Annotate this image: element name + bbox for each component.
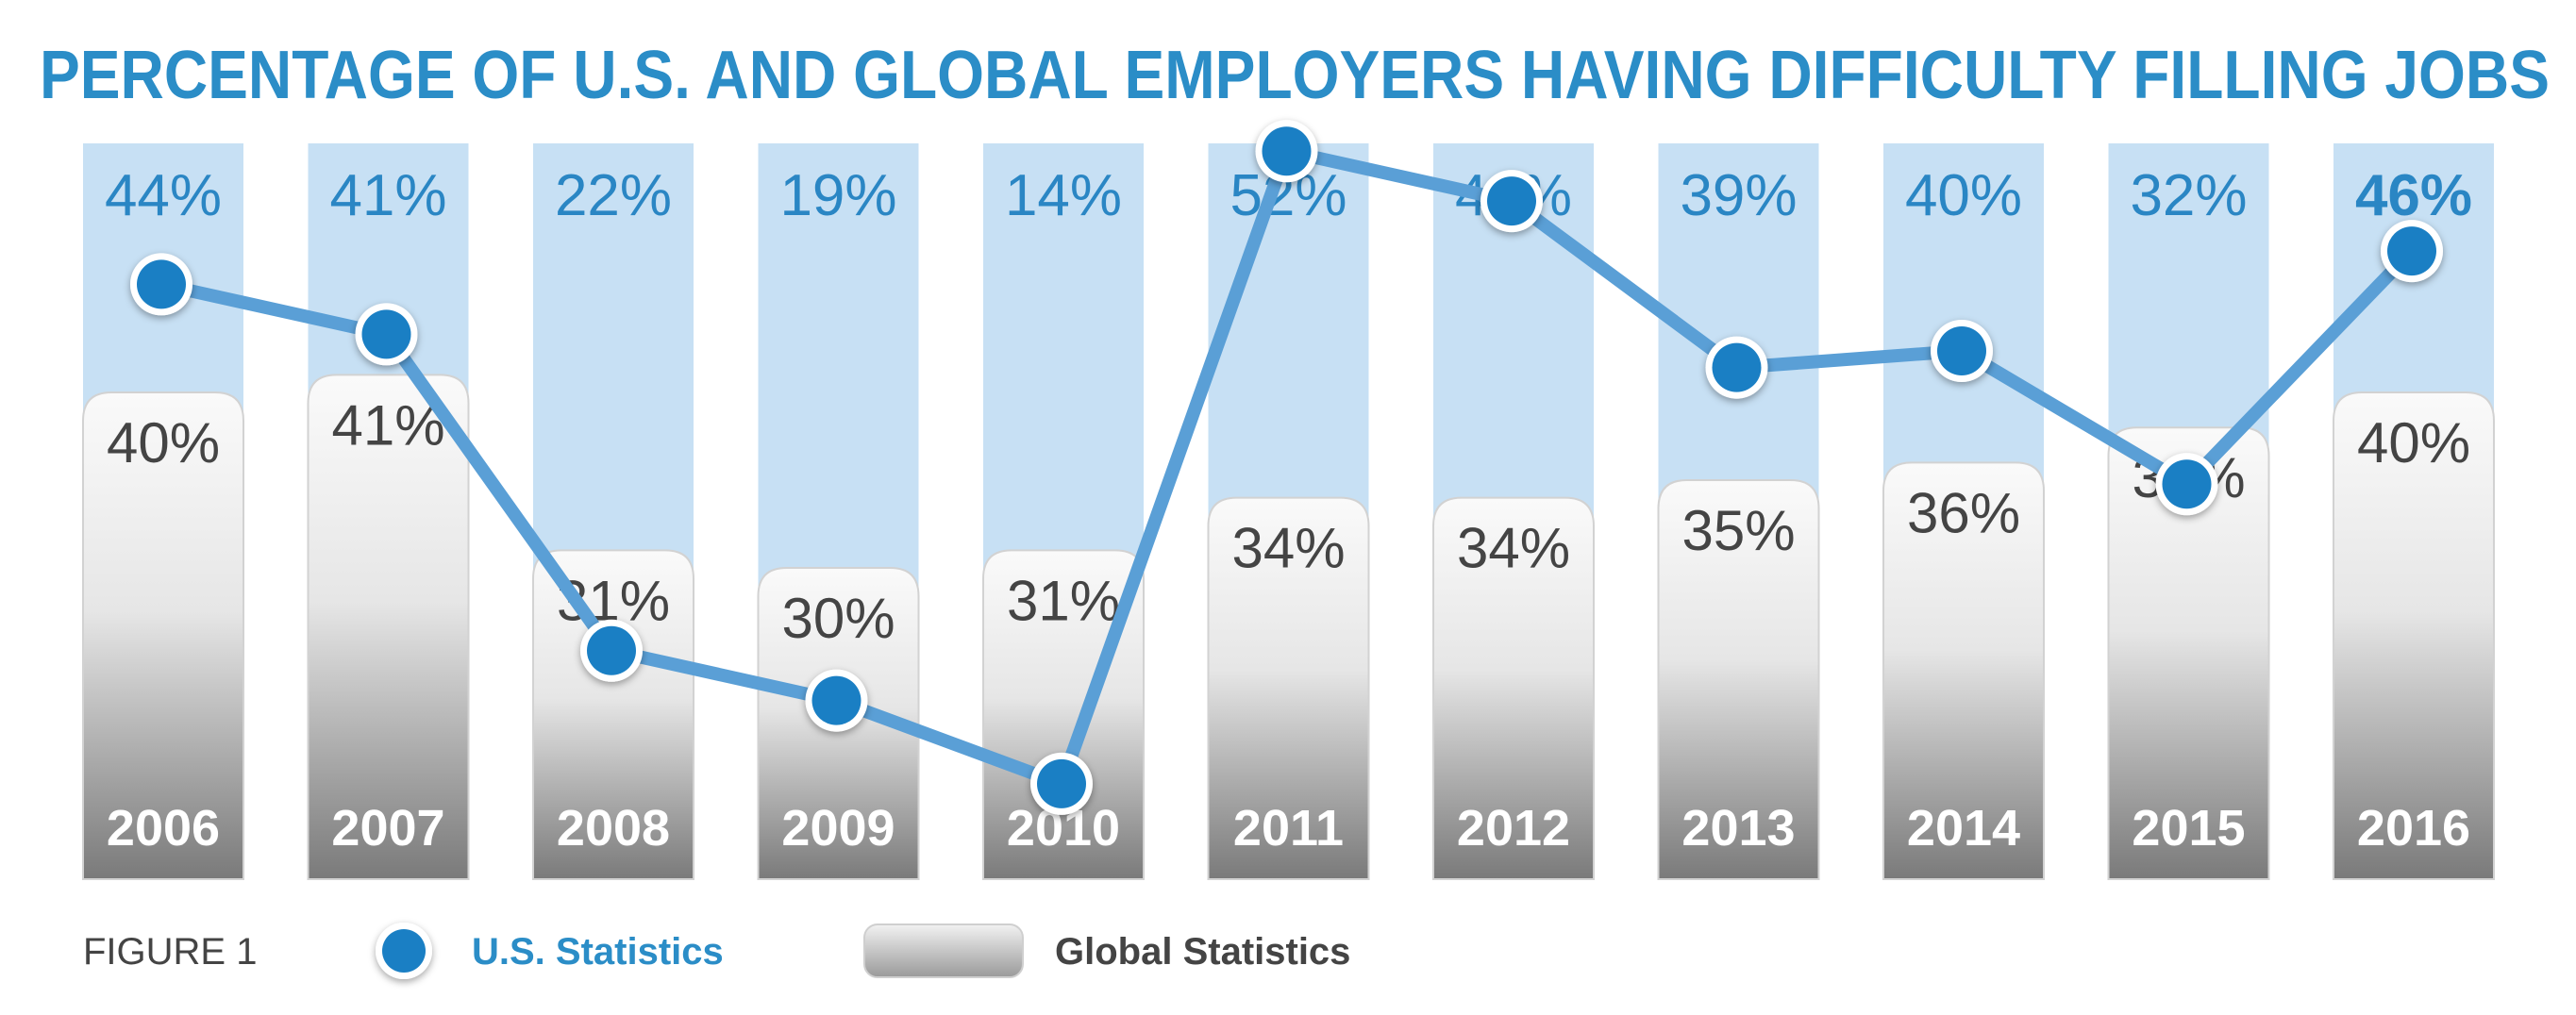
global-bar-2006 [82, 391, 244, 880]
us-value-label-2006: 44% [105, 163, 222, 228]
us-value-label-2013: 39% [1680, 163, 1797, 228]
year-label-2009: 2009 [781, 800, 895, 857]
us-point-2011 [1255, 120, 1318, 183]
us-point-dot-2015 [2162, 459, 2212, 509]
global-bar-2008 [532, 549, 694, 880]
us-point-dot-2014 [1937, 326, 1986, 375]
year-label-2013: 2013 [1681, 800, 1795, 857]
year-label-2008: 2008 [557, 800, 670, 857]
global-value-label-2014: 36% [1907, 481, 2020, 544]
us-value-label-2007: 41% [329, 163, 446, 228]
us-point-2009 [805, 669, 868, 732]
us-point-2008 [580, 619, 643, 682]
global-value-label-2006: 40% [107, 411, 220, 474]
global-value-label-2010: 31% [1007, 569, 1120, 632]
global-value-label-2012: 34% [1457, 517, 1570, 580]
global-value-label-2013: 35% [1681, 499, 1795, 562]
us-point-2006 [130, 253, 192, 316]
us-point-2010 [1030, 752, 1093, 815]
legend-global-swatch [863, 923, 1024, 978]
year-label-2015: 2015 [2132, 800, 2245, 857]
us-point-dot-2006 [137, 259, 186, 309]
us-point-2015 [2155, 453, 2218, 516]
figure-label: FIGURE 1 [83, 931, 257, 973]
global-value-label-2011: 34% [1231, 517, 1345, 580]
global-value-label-2009: 30% [781, 587, 895, 650]
global-bar-2011 [1207, 496, 1370, 880]
us-point-dot-2012 [1487, 176, 1536, 226]
legend-item-us: U.S. Statistics [376, 923, 724, 979]
legend-us-label: U.S. Statistics [472, 931, 724, 973]
us-point-dot-2013 [1712, 342, 1762, 392]
global-value-label-2016: 40% [2357, 411, 2470, 474]
legend-item-global: Global Statistics [863, 923, 1350, 978]
year-tick-labels: 2006 2007 2008 2009 2010 2011 2012 2013 2014 2015… [107, 800, 2470, 857]
us-point-dot-2011 [1262, 126, 1312, 176]
global-bar-2016 [2333, 391, 2495, 880]
global-bar-2007 [307, 374, 470, 880]
legend-global-label: Global Statistics [1055, 931, 1350, 973]
year-label-2006: 2006 [107, 800, 220, 857]
us-point-dot-2016 [2387, 226, 2436, 276]
us-point-dot-2009 [811, 675, 861, 725]
global-bar-2013 [1657, 479, 1820, 880]
year-label-2014: 2014 [1907, 800, 2020, 857]
us-value-label-2008: 22% [555, 163, 672, 228]
year-label-2016: 2016 [2357, 800, 2470, 857]
us-point-2014 [1931, 320, 1993, 382]
global-bars [82, 374, 2495, 880]
legend: FIGURE 1 U.S. Statistics Global Statisti… [83, 923, 1350, 979]
us-point-2013 [1705, 336, 1768, 399]
year-label-2012: 2012 [1457, 800, 1570, 857]
us-value-label-2015: 32% [2130, 163, 2247, 228]
global-bar-2012 [1432, 496, 1595, 880]
global-bar-2014 [1882, 461, 2045, 880]
us-value-label-2016: 46% [2355, 163, 2472, 228]
legend-us-marker [382, 929, 426, 973]
us-point-2012 [1480, 170, 1543, 233]
year-label-2007: 2007 [331, 800, 444, 857]
us-value-label-2014: 40% [1905, 163, 2022, 228]
us-value-label-2009: 19% [779, 163, 896, 228]
us-value-label-2010: 14% [1005, 163, 1122, 228]
us-point-2016 [2381, 220, 2443, 283]
us-point-2007 [355, 303, 418, 366]
us-point-dot-2010 [1037, 758, 1086, 808]
year-label-2011: 2011 [1233, 800, 1344, 857]
global-value-label-2007: 41% [331, 393, 444, 457]
us-point-dot-2008 [587, 625, 636, 675]
chart-title: PERCENTAGE OF U.S. AND GLOBAL EMPLOYERS … [40, 38, 2550, 113]
us-point-dot-2007 [361, 309, 411, 359]
us-series-points [130, 120, 2443, 815]
